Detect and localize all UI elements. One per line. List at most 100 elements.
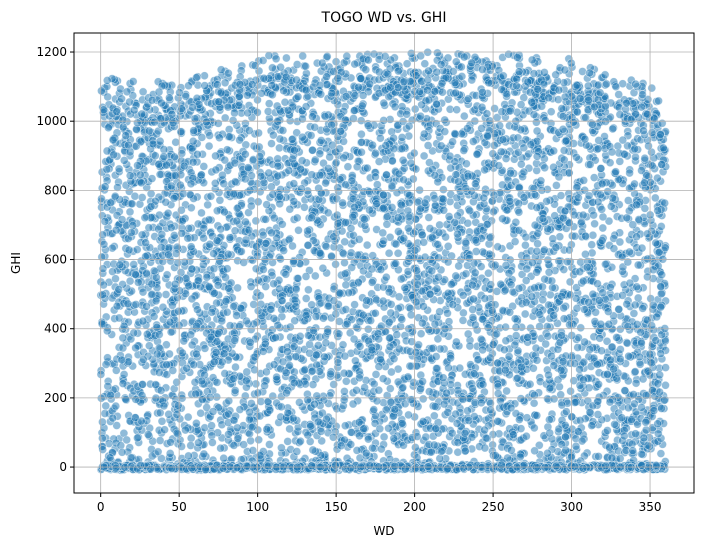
scatter-point — [545, 428, 555, 438]
scatter-point — [344, 288, 354, 298]
scatter-point — [144, 223, 154, 232]
scatter-point — [292, 213, 302, 223]
scatter-point — [214, 119, 223, 128]
scatter-point — [379, 236, 388, 246]
scatter-point — [427, 266, 437, 276]
scatter-point — [269, 314, 279, 323]
scatter-point — [521, 232, 531, 242]
scatter-point — [237, 247, 246, 256]
scatter-point — [101, 401, 111, 411]
scatter-point — [581, 231, 590, 241]
scatter-point — [340, 421, 350, 431]
scatter-point — [287, 135, 297, 144]
scatter-point — [461, 238, 471, 248]
scatter-point — [529, 423, 539, 433]
scatter-point — [590, 219, 599, 229]
scatter-point — [196, 408, 205, 418]
scatter-point — [634, 215, 644, 224]
scatter-point — [661, 380, 670, 390]
scatter-point — [429, 440, 439, 450]
scatter-point — [384, 317, 394, 327]
scatter-point — [111, 225, 121, 235]
scatter-point — [194, 438, 203, 448]
scatter-point — [357, 137, 367, 147]
scatter-point — [162, 340, 171, 350]
scatter-point — [230, 108, 239, 118]
scatter-point — [308, 380, 318, 389]
scatter-point — [554, 424, 564, 434]
scatter-point — [278, 126, 288, 135]
scatter-point — [478, 380, 488, 389]
scatter-point — [354, 277, 363, 287]
scatter-point — [378, 296, 388, 306]
scatter-point — [558, 112, 568, 121]
scatter-point — [389, 434, 399, 443]
scatter-point — [609, 364, 618, 374]
scatter-point — [632, 320, 642, 329]
scatter-point — [588, 230, 598, 240]
scatter-point — [219, 453, 228, 463]
scatter-point — [615, 157, 625, 166]
scatter-point — [137, 193, 147, 202]
scatter-point — [197, 170, 206, 180]
scatter-point — [593, 197, 603, 207]
scatter-point — [572, 153, 581, 162]
scatter-point — [108, 243, 117, 253]
scatter-point — [651, 336, 661, 345]
scatter-point — [363, 434, 373, 444]
scatter-point — [416, 111, 425, 121]
scatter-point — [584, 191, 594, 201]
scatter-point — [206, 192, 216, 201]
scatter-point — [233, 283, 242, 293]
scatter-point — [281, 269, 291, 279]
scatter-point — [564, 168, 574, 178]
scatter-point — [147, 279, 157, 289]
scatter-point — [452, 419, 462, 428]
scatter-point — [186, 242, 196, 251]
scatter-point — [570, 398, 580, 407]
scatter-point — [463, 329, 473, 339]
scatter-point — [463, 406, 472, 416]
scatter-point — [159, 152, 169, 161]
scatter-point — [163, 208, 173, 218]
scatter-point — [653, 419, 663, 429]
scatter-point — [557, 104, 567, 113]
scatter-point — [130, 191, 140, 201]
scatter-point — [561, 407, 571, 416]
scatter-point — [541, 339, 551, 349]
scatter-point — [265, 440, 274, 449]
scatter-point — [374, 362, 384, 371]
scatter-point — [146, 189, 156, 199]
scatter-point — [315, 170, 325, 180]
scatter-point — [637, 403, 646, 412]
scatter-point — [192, 349, 201, 359]
scatter-point — [211, 151, 220, 161]
scatter-point — [313, 417, 323, 427]
scatter-point — [575, 416, 585, 425]
scatter-point — [341, 280, 351, 290]
scatter-point — [229, 302, 238, 311]
scatter-point — [292, 447, 302, 456]
scatter-point — [385, 384, 395, 393]
scatter-point — [176, 127, 186, 137]
scatter-point — [476, 398, 486, 408]
scatter-point — [522, 264, 532, 274]
scatter-point — [468, 313, 478, 322]
scatter-point — [430, 319, 440, 329]
scatter-point — [340, 387, 349, 396]
scatter-point — [439, 399, 449, 409]
scatter-point — [461, 269, 471, 279]
scatter-point — [653, 173, 662, 183]
scatter-point — [111, 401, 121, 411]
scatter-point — [218, 170, 227, 180]
scatter-point — [479, 193, 489, 203]
scatter-point — [561, 136, 571, 146]
scatter-point — [131, 343, 140, 353]
scatter-point — [298, 114, 307, 124]
scatter-point — [155, 330, 164, 339]
scatter-point — [399, 233, 409, 243]
scatter-point — [656, 449, 666, 458]
scatter-point — [301, 294, 311, 303]
scatter-point — [444, 363, 453, 373]
scatter-point — [183, 233, 193, 243]
